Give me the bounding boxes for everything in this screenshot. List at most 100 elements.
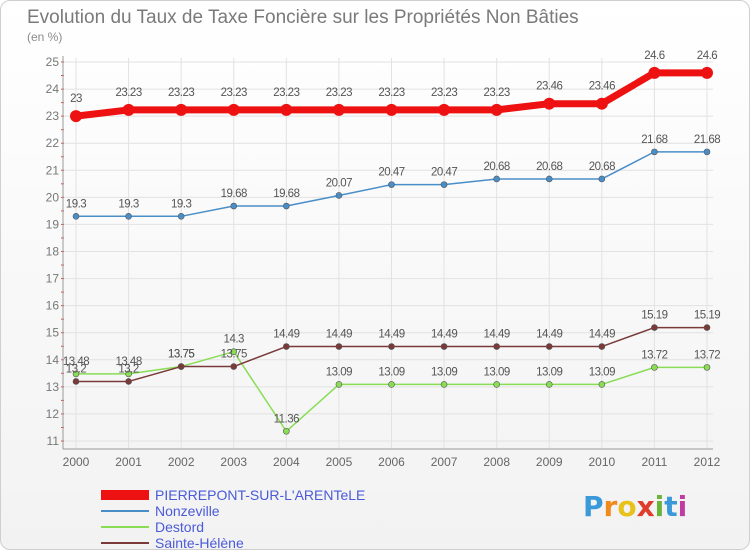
data-label: 15.19 <box>694 310 720 322</box>
legend-item: Nonzeville <box>101 503 365 519</box>
y-tick-label: 19 <box>46 217 60 231</box>
proxiti-logo: Proxiti <box>583 490 687 523</box>
data-point <box>332 103 345 116</box>
data-point <box>545 175 553 183</box>
data-point <box>177 213 185 220</box>
data-point <box>72 370 80 378</box>
logo-letter: x <box>636 490 655 523</box>
data-label: 13.09 <box>431 366 457 378</box>
logo-letter: i <box>677 490 688 523</box>
data-label: 20.07 <box>326 177 352 189</box>
x-tick-label: 2002 <box>168 455 195 469</box>
data-label: 20.47 <box>378 167 404 179</box>
data-label: 23.23 <box>168 87 194 99</box>
y-tick-label: 20 <box>46 190 60 204</box>
logo-letter: i <box>654 490 665 523</box>
data-point <box>703 364 711 371</box>
legend-item: PIERREPONT-SUR-L'ARENTeLE <box>101 487 365 503</box>
data-label: 23.23 <box>273 87 299 99</box>
data-point <box>438 103 451 116</box>
chart-title: Evolution du Taux de Taxe Foncière sur l… <box>27 7 579 28</box>
data-point <box>283 202 290 210</box>
data-point <box>651 324 658 331</box>
data-label: 15.19 <box>641 310 667 322</box>
data-label: 24.6 <box>697 50 717 62</box>
logo-letter: o <box>617 490 637 523</box>
data-point <box>335 343 343 350</box>
y-tick-label: 21 <box>46 163 60 177</box>
data-point <box>598 175 606 183</box>
x-tick-label: 2001 <box>115 455 142 469</box>
data-point <box>598 381 606 388</box>
data-point <box>177 363 185 370</box>
data-point <box>543 97 556 110</box>
data-point <box>230 202 238 210</box>
legend-swatch <box>101 510 149 512</box>
data-label: 20.68 <box>484 161 510 173</box>
data-point <box>440 343 448 350</box>
y-tick-label: 16 <box>46 299 60 313</box>
data-point <box>490 103 503 116</box>
data-label: 13.75 <box>168 349 194 361</box>
legend-label: Sainte-Hélène <box>155 535 244 550</box>
data-label: 19.3 <box>118 198 138 210</box>
data-point <box>388 381 395 388</box>
data-label: 20.68 <box>536 161 562 173</box>
data-label: 13.75 <box>168 349 194 361</box>
data-point <box>648 66 661 79</box>
data-label: 23.23 <box>484 87 510 99</box>
x-tick-label: 2000 <box>63 455 90 469</box>
legend-item: Sainte-Hélène <box>101 535 365 550</box>
x-tick-label: 2004 <box>273 455 300 469</box>
y-tick-label: 17 <box>46 272 60 286</box>
data-label: 11.36 <box>274 413 300 425</box>
data-point <box>230 348 238 355</box>
data-label: 14.49 <box>484 329 510 341</box>
y-tick-label: 13 <box>46 380 60 394</box>
legend-swatch <box>101 542 149 544</box>
x-tick-label: 2008 <box>483 455 510 469</box>
data-point <box>651 148 658 156</box>
data-label: 13.09 <box>536 366 562 378</box>
data-point <box>125 370 132 378</box>
legend-item: Destord <box>101 519 365 535</box>
data-label: 13.09 <box>484 366 510 378</box>
data-point <box>280 103 293 116</box>
logo-letter: t <box>664 490 678 523</box>
data-point <box>175 103 188 116</box>
data-point <box>388 343 395 350</box>
legend-swatch <box>101 526 149 528</box>
unit-label: (en %) <box>27 30 63 44</box>
data-label: 13.48 <box>115 356 141 368</box>
x-tick-label: 2011 <box>642 455 668 469</box>
data-label: 14.49 <box>378 329 404 341</box>
data-label: 13.09 <box>378 366 404 378</box>
data-point <box>388 181 395 188</box>
data-label: 23.46 <box>536 81 562 93</box>
data-point <box>227 103 240 116</box>
x-tick-label: 2009 <box>536 455 563 469</box>
data-label: 23.23 <box>115 87 141 99</box>
data-label: 13.72 <box>641 349 667 361</box>
x-tick-label: 2010 <box>588 455 615 469</box>
data-point <box>651 364 658 371</box>
legend-label: Nonzeville <box>155 503 220 519</box>
x-tick-label: 2005 <box>326 455 353 469</box>
data-label: 19.68 <box>273 188 299 200</box>
x-tick-label: 2006 <box>378 455 405 469</box>
data-label: 23.23 <box>431 87 457 99</box>
y-tick-label: 14 <box>46 353 60 367</box>
data-label: 19.3 <box>171 198 191 210</box>
data-label: 14.49 <box>536 329 562 341</box>
data-point <box>335 381 343 388</box>
data-label: 13.75 <box>221 349 247 361</box>
data-point <box>72 213 80 220</box>
data-point <box>122 103 135 116</box>
data-label: 14.49 <box>326 329 352 341</box>
data-label: 21.68 <box>694 134 720 146</box>
data-label: 24.6 <box>644 50 664 62</box>
data-point <box>493 175 500 183</box>
data-label: 23.46 <box>589 81 615 93</box>
data-label: 23 <box>70 93 82 105</box>
